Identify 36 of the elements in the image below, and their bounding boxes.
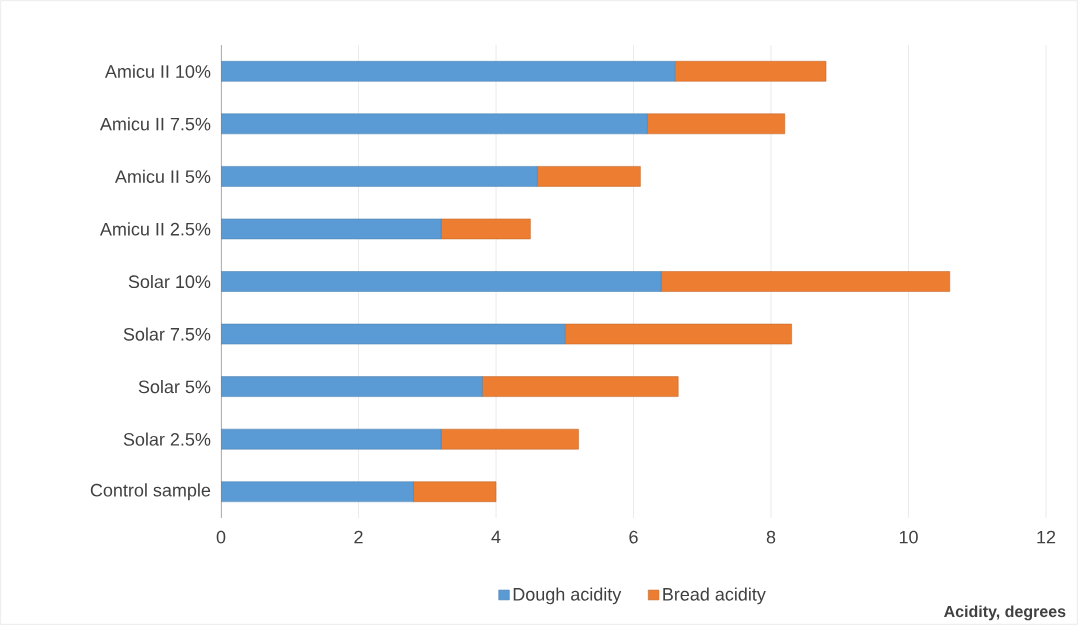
bar — [440, 218, 531, 240]
y-tick-label: Solar 7.5% — [123, 327, 211, 341]
x-tick-label: 0 — [216, 530, 226, 544]
y-tick-label: Amicu II 2.5% — [99, 222, 211, 236]
bar — [221, 481, 414, 502]
x-tick-label: 6 — [629, 530, 638, 544]
bar — [440, 428, 579, 450]
legend-label: Dough acidity — [513, 587, 622, 605]
x-tick-label: 2 — [354, 530, 363, 544]
bar — [221, 271, 662, 292]
x-axis-title: Acidity, degrees — [944, 605, 1066, 621]
bar — [674, 61, 827, 82]
bar — [646, 113, 786, 135]
y-tick-label: Amicu II 10% — [104, 64, 211, 78]
bar — [481, 376, 679, 397]
bar — [221, 428, 442, 450]
legend-label: Bread acidity — [663, 587, 766, 605]
y-tick-label: Amicu II 7.5% — [99, 117, 211, 131]
bar — [536, 166, 641, 187]
x-tick-label: 12 — [1037, 530, 1056, 544]
x-tick-label: 8 — [766, 530, 776, 544]
y-tick-label: Control sample — [90, 483, 211, 501]
bar — [221, 376, 483, 397]
y-tick-label: Amicu II 5% — [114, 169, 211, 183]
x-tick-label: 10 — [899, 530, 918, 544]
bar — [221, 61, 676, 82]
bar — [413, 481, 497, 502]
bar — [221, 113, 648, 135]
bar — [221, 323, 566, 345]
bar — [564, 323, 792, 345]
bar — [660, 271, 951, 292]
y-tick-label: Solar 10% — [128, 274, 211, 289]
x-tick-label: 4 — [491, 530, 501, 544]
y-tick-label: Solar 5% — [138, 380, 211, 394]
y-tick-label: Solar 2.5% — [123, 432, 211, 446]
bar — [221, 166, 538, 187]
